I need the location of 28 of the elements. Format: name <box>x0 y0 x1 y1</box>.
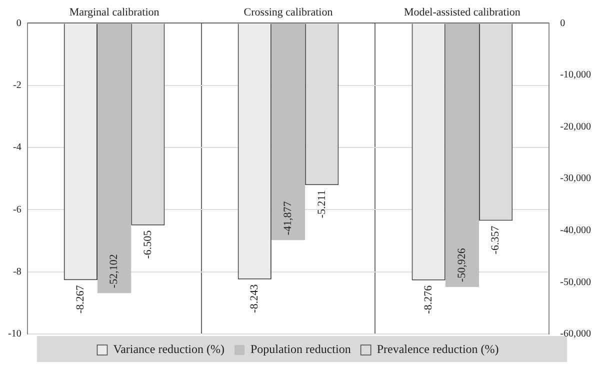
data-label: -8.276 <box>422 284 434 314</box>
legend-label: Prevalence reduction (%) <box>376 342 499 356</box>
data-label: -52,102 <box>108 254 120 288</box>
y-tick-label: -10 <box>8 328 22 340</box>
y2-tick-label: -50,000 <box>560 276 592 288</box>
y2-tick-label: -40,000 <box>560 225 592 236</box>
y2-tick-label: -60,000 <box>560 328 592 340</box>
y-tick-label: -6 <box>12 204 22 216</box>
legend-label: Variance reduction (%) <box>113 342 225 356</box>
data-label: -6.505 <box>142 230 154 259</box>
y2-tick-label: 0 <box>560 18 566 29</box>
data-label: -5.211 <box>316 190 328 218</box>
y2-tick-label: -20,000 <box>560 121 592 132</box>
x-tick-label: Crossing calibration <box>244 6 334 18</box>
y2-tick-label: -30,000 <box>560 173 592 184</box>
y2-tick-label: -10,000 <box>560 70 592 81</box>
y-tick-label: -4 <box>12 142 22 154</box>
x-tick-label: Model-assisted calibration <box>404 6 521 18</box>
data-label: -8.243 <box>248 284 261 313</box>
data-label: -41,877 <box>282 200 294 236</box>
x-tick-label: Marginal calibration <box>69 6 160 18</box>
data-label: -50,926 <box>456 248 468 282</box>
legend-label: Population reduction <box>250 342 351 356</box>
data-label: -6.357 <box>490 225 502 254</box>
y-tick-label: -8 <box>12 266 22 278</box>
y-tick-label: -2 <box>12 80 22 91</box>
y-tick-label: 0 <box>16 18 22 29</box>
data-label: -8.267 <box>74 284 87 314</box>
